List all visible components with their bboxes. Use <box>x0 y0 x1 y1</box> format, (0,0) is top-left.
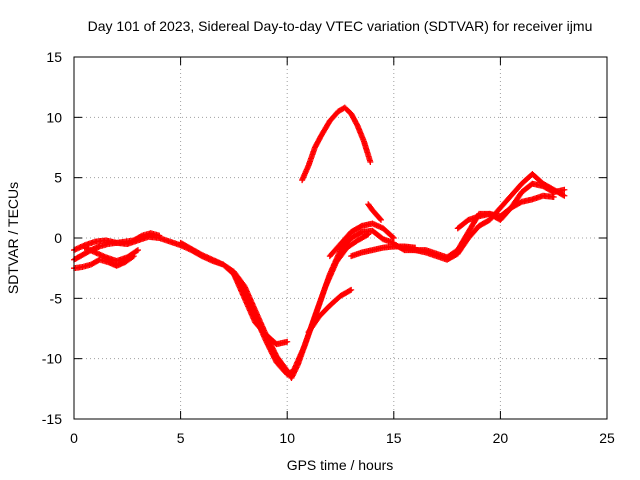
ytick-label: 5 <box>54 170 62 186</box>
xtick-label: 10 <box>279 430 295 446</box>
data-point <box>156 232 163 239</box>
data-point <box>378 216 385 223</box>
data-point <box>561 192 568 199</box>
data-point <box>367 158 374 165</box>
ytick-label: -10 <box>42 351 62 367</box>
x-ticks: 0 5 10 15 20 25 <box>70 57 615 446</box>
data-point <box>133 247 140 254</box>
y-ticks: 15 10 5 0 -5 -10 -15 <box>42 49 607 427</box>
data-point <box>364 232 371 239</box>
series-track-8 <box>326 220 397 260</box>
data-point <box>134 247 141 254</box>
series-track-7 <box>305 286 355 336</box>
data-point <box>348 286 355 293</box>
series-track-3 <box>81 244 141 264</box>
ytick-label: -5 <box>50 290 63 306</box>
series-track-13 <box>454 192 557 232</box>
ytick-label: 0 <box>54 230 62 246</box>
xtick-label: 20 <box>493 430 509 446</box>
xtick-label: 0 <box>70 430 78 446</box>
series-track-10 <box>365 201 385 223</box>
plot-frame <box>73 56 608 420</box>
data-point <box>365 231 372 238</box>
series-track-6 <box>230 271 291 348</box>
data-point <box>560 192 567 199</box>
data-point <box>377 215 384 222</box>
series-marks <box>71 104 568 381</box>
chart-title: Day 101 of 2023, Sidereal Day-to-day VTE… <box>88 18 593 34</box>
data-point <box>284 338 291 345</box>
series-track-5 <box>177 231 372 378</box>
ytick-label: -15 <box>42 411 62 427</box>
x-axis-label: GPS time / hours <box>287 457 394 473</box>
xtick-label: 25 <box>599 430 615 446</box>
data-point <box>389 234 396 241</box>
data-point <box>346 287 353 294</box>
y-axis-label: SDTVAR / TECUs <box>5 182 21 294</box>
ytick-label: 10 <box>46 109 62 125</box>
xtick-label: 5 <box>177 430 185 446</box>
series-track-1 <box>71 230 163 263</box>
ytick-label: 15 <box>46 49 62 65</box>
data-point <box>561 186 568 193</box>
data-point <box>390 235 397 241</box>
series-track-14 <box>299 104 374 184</box>
xtick-label: 15 <box>386 430 402 446</box>
data-point <box>550 193 557 200</box>
